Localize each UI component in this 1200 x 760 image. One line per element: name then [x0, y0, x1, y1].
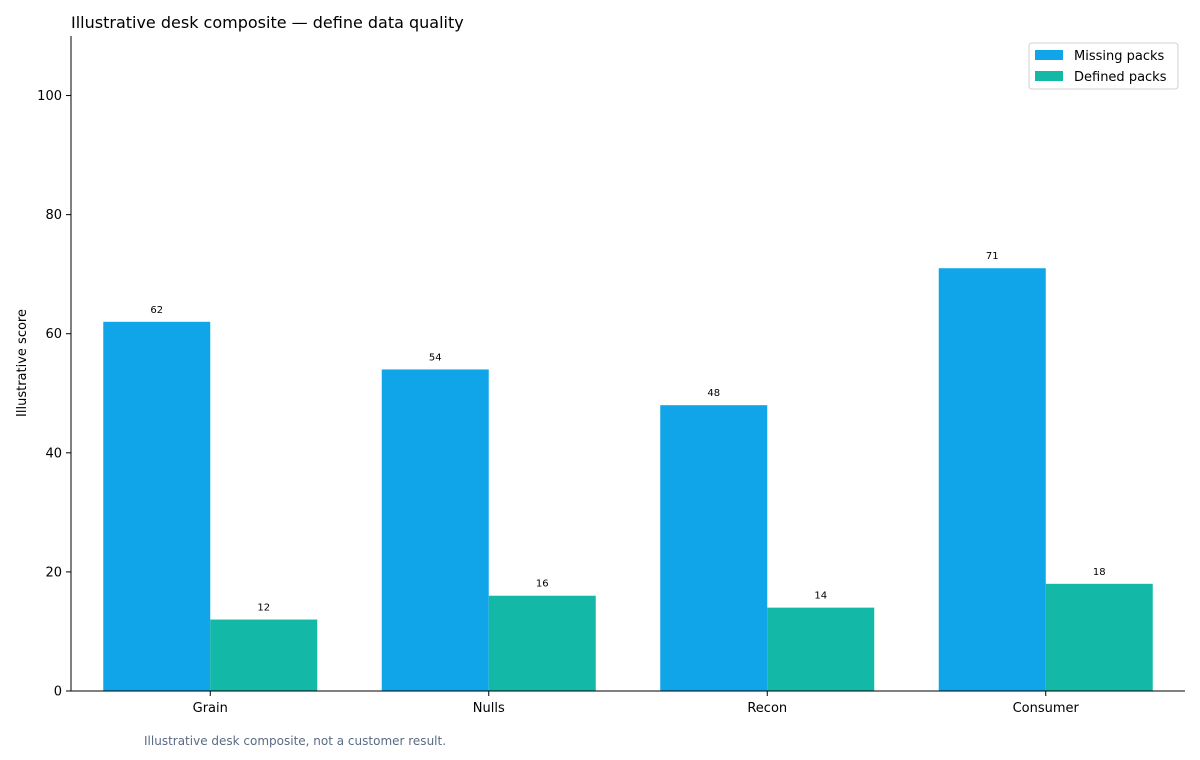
bar-defined-recon	[767, 607, 875, 691]
bar-value-label: 18	[1093, 567, 1106, 578]
legend: Missing packs Defined packs	[1028, 42, 1179, 90]
y-tick-label: 0	[54, 685, 62, 700]
legend-entry: Defined packs	[1074, 70, 1167, 85]
x-tick-label: Consumer	[1013, 701, 1080, 716]
y-tick-label: 60	[45, 327, 62, 342]
bar-value-label: 16	[536, 579, 549, 590]
y-tick-label: 100	[37, 89, 62, 104]
x-tick-label: Grain	[193, 701, 228, 716]
chart-title: Illustrative desk composite — define dat…	[71, 13, 464, 32]
bar-value-label: 54	[429, 352, 442, 363]
legend-entry: Missing packs	[1074, 49, 1165, 64]
bar-missing-grain	[103, 321, 211, 691]
y-tick-label: 80	[45, 208, 62, 223]
bar-value-label: 12	[257, 603, 270, 614]
bars: 62 12 54 16 48 14 71 18	[103, 251, 1153, 691]
x-tick-label: Recon	[747, 701, 787, 716]
bar-missing-nulls	[381, 369, 489, 691]
y-tick-label: 40	[45, 446, 62, 461]
y-axis-label: Illustrative score	[15, 309, 30, 417]
y-axis-ticks: 0 20 40 60 80 100	[37, 89, 71, 700]
bar-value-label: 14	[814, 591, 827, 602]
footnote: Illustrative desk composite, not a custo…	[144, 734, 446, 748]
legend-box	[1028, 42, 1179, 90]
bar-missing-consumer	[938, 268, 1046, 691]
bar-defined-consumer	[1045, 583, 1153, 691]
bar-value-label: 71	[986, 251, 999, 262]
y-tick-label: 20	[45, 565, 62, 580]
bar-value-label: 48	[707, 388, 720, 399]
legend-swatch	[1035, 50, 1063, 60]
bar-missing-recon	[660, 405, 768, 691]
bar-defined-grain	[210, 619, 318, 691]
x-tick-label: Nulls	[473, 701, 505, 716]
x-axis-ticks: Grain Nulls Recon Consumer	[193, 691, 1080, 716]
bar-value-label: 62	[150, 305, 163, 316]
legend-swatch	[1035, 71, 1063, 81]
bar-defined-nulls	[488, 595, 596, 691]
